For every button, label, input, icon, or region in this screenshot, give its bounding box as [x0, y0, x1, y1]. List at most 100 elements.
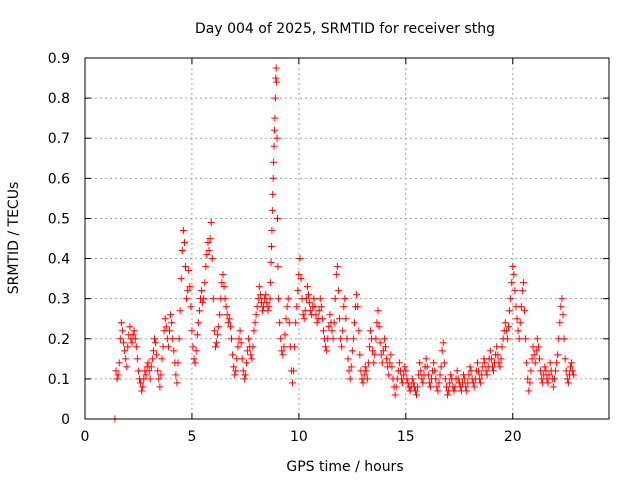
- data-point-marker: [234, 343, 242, 351]
- data-point-marker: [495, 359, 503, 367]
- x-tick-label: 20: [504, 429, 522, 445]
- data-point-marker: [437, 363, 445, 371]
- data-point-marker: [185, 267, 193, 275]
- data-point-marker: [297, 275, 305, 283]
- data-point-marker: [211, 343, 219, 351]
- data-point-marker: [279, 351, 287, 359]
- data-point-marker: [294, 287, 302, 295]
- y-tick-label: 0: [61, 412, 70, 428]
- data-point-marker: [431, 367, 439, 375]
- data-point-marker: [378, 359, 386, 367]
- data-point-marker: [268, 243, 276, 251]
- data-point-marker: [343, 335, 351, 343]
- data-point-marker: [380, 335, 388, 343]
- data-point-marker: [564, 379, 572, 387]
- data-point-marker: [549, 383, 557, 391]
- data-point-marker: [137, 379, 145, 387]
- data-point-marker: [164, 343, 172, 351]
- data-point-marker: [506, 307, 514, 315]
- data-point-marker: [147, 363, 155, 371]
- data-point-marker: [363, 375, 371, 383]
- data-point-marker: [426, 383, 434, 391]
- data-point-marker: [148, 355, 156, 363]
- data-point-marker: [559, 311, 567, 319]
- data-point-marker: [229, 351, 237, 359]
- data-point-marker: [347, 363, 355, 371]
- data-point-marker: [311, 303, 319, 311]
- data-point-marker: [562, 367, 570, 375]
- data-point-marker: [157, 371, 165, 379]
- y-axis-title: SRMTID / TECUs: [6, 182, 22, 295]
- data-point-marker: [336, 315, 344, 323]
- data-point-marker: [524, 375, 532, 383]
- data-point-marker: [179, 226, 187, 234]
- data-point-marker: [527, 367, 535, 375]
- data-point-marker: [339, 327, 347, 335]
- data-point-marker: [328, 327, 336, 335]
- data-point-marker: [436, 371, 444, 379]
- data-point-marker: [381, 343, 389, 351]
- data-point-marker: [263, 299, 271, 307]
- data-point-marker: [400, 371, 408, 379]
- y-tick-label: 0.7: [48, 131, 70, 147]
- data-point-marker: [254, 295, 262, 303]
- data-point-marker: [486, 347, 494, 355]
- data-point-marker: [376, 339, 384, 347]
- data-point-marker: [408, 375, 416, 383]
- data-point-marker: [208, 255, 216, 263]
- data-point-marker: [401, 363, 409, 371]
- data-point-marker: [354, 303, 362, 311]
- y-tick-labels: 0 0.1 0.2 0.3 0.4 0.5 0.6 0.7 0.8 0.9: [48, 51, 70, 428]
- data-point-marker: [269, 190, 277, 198]
- data-point-marker: [369, 347, 377, 355]
- data-point-marker: [209, 295, 217, 303]
- data-point-marker: [194, 319, 202, 327]
- data-point-marker: [453, 367, 461, 375]
- data-point-marker: [236, 327, 244, 335]
- data-point-marker: [267, 259, 275, 267]
- data-point-marker: [375, 323, 383, 331]
- data-point-marker: [416, 359, 424, 367]
- data-point-marker: [349, 335, 357, 343]
- x-tick-label: 5: [187, 429, 196, 445]
- data-point-marker: [435, 379, 443, 387]
- data-point-marker: [310, 295, 318, 303]
- data-point-marker: [316, 295, 324, 303]
- data-point-marker: [119, 339, 127, 347]
- data-point-marker: [206, 235, 214, 242]
- grid-lines: [85, 58, 609, 419]
- data-point-marker: [307, 307, 315, 315]
- data-point-marker: [557, 303, 565, 311]
- data-point-marker: [277, 335, 285, 343]
- data-point-marker: [283, 303, 291, 311]
- data-point-marker: [462, 383, 470, 391]
- data-point-marker: [269, 174, 277, 182]
- data-point-marker: [325, 323, 333, 331]
- data-point-marker: [402, 367, 410, 375]
- y-tick-label: 0.2: [48, 332, 70, 348]
- data-point-marker: [515, 335, 523, 343]
- chart-title: Day 004 of 2025, SRMTID for receiver sth…: [195, 21, 495, 37]
- data-point-marker: [482, 367, 490, 375]
- data-point-marker: [268, 226, 276, 234]
- data-point-marker: [433, 383, 441, 391]
- data-point-marker: [132, 343, 140, 351]
- data-point-marker: [355, 327, 363, 335]
- data-point-marker: [240, 375, 248, 383]
- data-point-marker: [285, 319, 293, 327]
- data-point-marker: [423, 363, 431, 371]
- data-point-marker: [142, 371, 150, 379]
- data-point-marker: [340, 303, 348, 311]
- data-point-marker: [155, 375, 163, 383]
- data-point-marker: [117, 319, 125, 327]
- data-point-marker: [550, 375, 558, 383]
- data-point-marker: [204, 239, 212, 247]
- data-point-marker: [374, 307, 382, 315]
- data-point-marker: [156, 383, 164, 391]
- data-point-marker: [503, 335, 511, 343]
- data-points: [111, 64, 578, 423]
- data-point-marker: [213, 339, 221, 347]
- data-point-marker: [262, 291, 270, 299]
- y-tick-label: 0.1: [48, 372, 70, 388]
